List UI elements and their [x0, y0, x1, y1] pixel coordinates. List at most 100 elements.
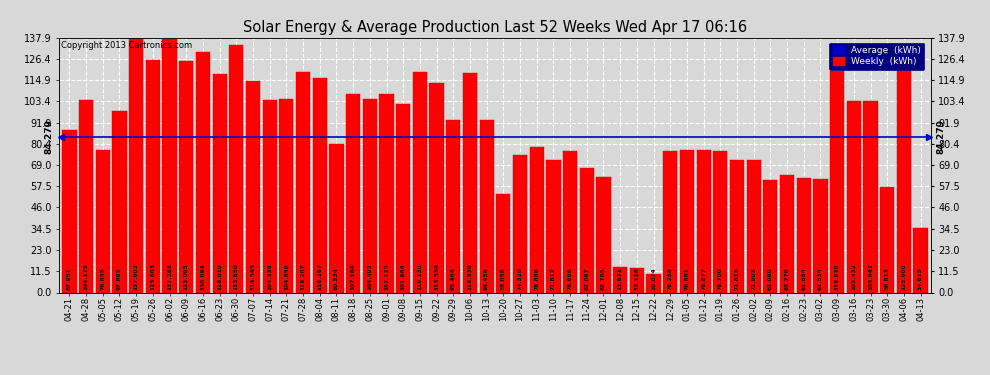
Bar: [513, 155, 527, 292]
Text: 61.060: 61.060: [768, 267, 773, 290]
Text: 56.813: 56.813: [885, 267, 890, 290]
Bar: [230, 45, 244, 292]
Bar: [496, 194, 511, 292]
Bar: [580, 168, 594, 292]
Bar: [362, 99, 377, 292]
Text: 61.684: 61.684: [801, 267, 806, 290]
Text: 87.951: 87.951: [67, 267, 72, 290]
Title: Solar Energy & Average Production Last 52 Weeks Wed Apr 17 06:16: Solar Energy & Average Production Last 5…: [243, 20, 747, 35]
Text: 119.207: 119.207: [301, 263, 306, 290]
Bar: [763, 180, 777, 292]
Bar: [663, 152, 677, 292]
Bar: [680, 150, 694, 292]
Text: 119.130: 119.130: [418, 263, 423, 290]
Bar: [196, 52, 210, 292]
Bar: [563, 151, 577, 292]
Text: 118.019: 118.019: [217, 263, 222, 290]
Bar: [630, 268, 644, 292]
Text: 104.175: 104.175: [83, 263, 88, 290]
Bar: [646, 274, 660, 292]
Text: 84.279: 84.279: [45, 119, 53, 154]
Bar: [797, 178, 811, 292]
Text: 71.903: 71.903: [751, 267, 756, 290]
Text: 10.074: 10.074: [651, 267, 656, 290]
Text: 101.964: 101.964: [401, 263, 406, 290]
Bar: [413, 72, 427, 292]
Text: 76.696: 76.696: [567, 267, 572, 290]
Text: 71.812: 71.812: [550, 267, 556, 290]
Bar: [613, 267, 628, 292]
Bar: [746, 159, 760, 292]
Bar: [463, 74, 477, 292]
Text: 133.650: 133.650: [234, 263, 239, 290]
Text: 113.550: 113.550: [434, 263, 440, 290]
Bar: [162, 39, 176, 292]
Bar: [697, 150, 711, 292]
Bar: [129, 38, 144, 292]
Text: 116.267: 116.267: [317, 263, 323, 290]
Bar: [146, 60, 160, 292]
Text: 118.530: 118.530: [467, 263, 472, 290]
Text: 125.095: 125.095: [184, 263, 189, 290]
Legend: Average  (kWh), Weekly  (kWh): Average (kWh), Weekly (kWh): [830, 42, 925, 70]
Bar: [79, 100, 93, 292]
Text: 76.288: 76.288: [667, 267, 673, 290]
Text: 63.770: 63.770: [784, 267, 790, 290]
Text: 103.642: 103.642: [868, 263, 873, 290]
Bar: [880, 188, 894, 292]
Text: 53.058: 53.058: [501, 267, 506, 290]
Bar: [914, 228, 928, 292]
Text: 93.464: 93.464: [450, 267, 455, 290]
Bar: [430, 82, 444, 292]
Text: 104.650: 104.650: [284, 263, 289, 290]
Bar: [546, 160, 560, 292]
Text: 61.534: 61.534: [818, 267, 823, 290]
Text: 80.534: 80.534: [334, 267, 339, 290]
Text: 93.456: 93.456: [484, 267, 489, 290]
Bar: [897, 60, 911, 292]
Text: 62.705: 62.705: [601, 267, 606, 290]
Bar: [246, 81, 260, 292]
Text: 125.900: 125.900: [902, 263, 907, 290]
Text: 104.493: 104.493: [367, 263, 372, 290]
Text: 137.902: 137.902: [134, 263, 139, 290]
Text: 71.813: 71.813: [735, 267, 740, 290]
Bar: [62, 130, 76, 292]
Bar: [530, 147, 544, 292]
Bar: [213, 74, 227, 292]
Text: 104.336: 104.336: [267, 263, 272, 290]
Bar: [330, 144, 344, 292]
Text: 76.877: 76.877: [701, 267, 706, 290]
Text: 137.268: 137.268: [167, 263, 172, 290]
Text: 13.118: 13.118: [635, 267, 640, 290]
Text: 67.097: 67.097: [584, 267, 589, 290]
Bar: [96, 150, 110, 292]
Bar: [446, 120, 460, 292]
Bar: [780, 175, 794, 292]
Bar: [396, 104, 410, 292]
Bar: [814, 179, 828, 292]
Bar: [713, 151, 728, 292]
Text: 125.603: 125.603: [150, 263, 155, 290]
Text: 97.892: 97.892: [117, 267, 122, 290]
Text: 84.279: 84.279: [937, 119, 945, 154]
Bar: [113, 111, 127, 292]
Text: 119.920: 119.920: [835, 263, 840, 290]
Bar: [179, 61, 193, 292]
Text: 103.432: 103.432: [851, 263, 856, 290]
Text: 74.320: 74.320: [518, 267, 523, 290]
Text: 78.886: 78.886: [535, 267, 540, 290]
Bar: [313, 78, 327, 292]
Text: 76.855: 76.855: [100, 267, 105, 290]
Text: Copyright 2013 Cartronics.com: Copyright 2013 Cartronics.com: [61, 41, 192, 50]
Text: 107.166: 107.166: [350, 263, 355, 290]
Text: 114.545: 114.545: [250, 263, 255, 290]
Bar: [846, 101, 861, 292]
Bar: [262, 100, 277, 292]
Bar: [863, 101, 877, 292]
Bar: [346, 94, 360, 292]
Text: 76.881: 76.881: [684, 267, 689, 290]
Bar: [279, 99, 293, 292]
Bar: [830, 71, 844, 292]
Text: 34.615: 34.615: [918, 267, 923, 290]
